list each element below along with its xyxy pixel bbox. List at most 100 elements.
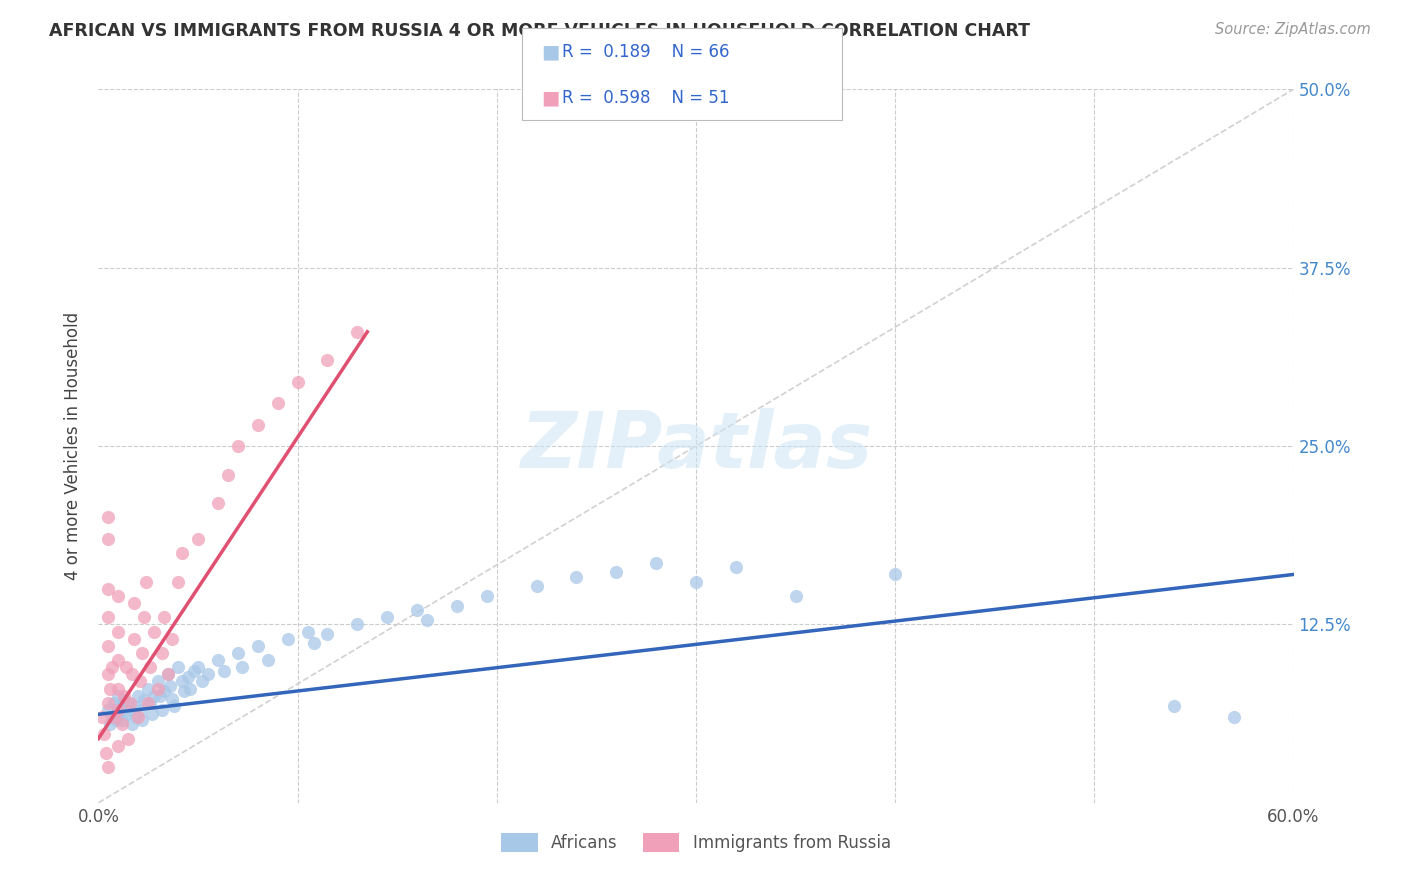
Point bbox=[93, 727, 115, 741]
Point bbox=[267, 396, 290, 410]
Point bbox=[107, 681, 129, 696]
Point bbox=[167, 574, 190, 589]
Point bbox=[153, 684, 176, 698]
Point bbox=[98, 681, 122, 696]
Point bbox=[107, 706, 129, 720]
Point bbox=[217, 467, 239, 482]
Text: ■: ■ bbox=[541, 42, 560, 62]
Point bbox=[207, 653, 229, 667]
Point bbox=[96, 746, 118, 760]
Point bbox=[115, 707, 138, 722]
Point bbox=[124, 632, 146, 646]
Point bbox=[160, 632, 183, 646]
Point bbox=[526, 579, 548, 593]
Point bbox=[115, 660, 138, 674]
Point bbox=[98, 717, 122, 731]
Point bbox=[1163, 698, 1185, 713]
Point bbox=[724, 560, 747, 574]
Point bbox=[121, 717, 143, 731]
Point bbox=[287, 375, 309, 389]
Point bbox=[141, 707, 163, 722]
Point bbox=[97, 703, 120, 717]
Point bbox=[136, 696, 159, 710]
Point bbox=[139, 660, 162, 674]
Point bbox=[172, 546, 194, 560]
Point bbox=[416, 613, 439, 627]
Point bbox=[183, 665, 205, 679]
Text: R =  0.598    N = 51: R = 0.598 N = 51 bbox=[562, 89, 730, 107]
Point bbox=[103, 696, 125, 710]
Point bbox=[157, 667, 180, 681]
Point bbox=[167, 660, 190, 674]
Point bbox=[127, 689, 149, 703]
Point bbox=[124, 698, 146, 713]
Point bbox=[246, 417, 269, 432]
Text: Source: ZipAtlas.com: Source: ZipAtlas.com bbox=[1215, 22, 1371, 37]
Legend: Africans, Immigrants from Russia: Africans, Immigrants from Russia bbox=[495, 826, 897, 859]
Point bbox=[346, 325, 368, 339]
Point bbox=[127, 710, 149, 724]
Text: R =  0.189    N = 66: R = 0.189 N = 66 bbox=[562, 43, 730, 61]
Point bbox=[226, 646, 249, 660]
Point bbox=[101, 660, 124, 674]
Y-axis label: 4 or more Vehicles in Household: 4 or more Vehicles in Household bbox=[65, 312, 83, 580]
Point bbox=[187, 532, 209, 546]
Point bbox=[191, 674, 214, 689]
Point bbox=[110, 698, 132, 713]
Point bbox=[107, 653, 129, 667]
Point bbox=[565, 570, 588, 584]
Point bbox=[97, 510, 120, 524]
Point bbox=[187, 660, 209, 674]
Point bbox=[107, 739, 129, 753]
Point bbox=[117, 696, 139, 710]
Point bbox=[97, 532, 120, 546]
Point bbox=[121, 667, 143, 681]
Text: AFRICAN VS IMMIGRANTS FROM RUSSIA 4 OR MORE VEHICLES IN HOUSEHOLD CORRELATION CH: AFRICAN VS IMMIGRANTS FROM RUSSIA 4 OR M… bbox=[49, 22, 1031, 40]
Point bbox=[134, 610, 156, 624]
Point bbox=[231, 660, 253, 674]
Point bbox=[150, 646, 173, 660]
Point bbox=[148, 681, 170, 696]
Point bbox=[97, 610, 120, 624]
Point bbox=[107, 624, 129, 639]
Point bbox=[149, 689, 172, 703]
Point bbox=[112, 689, 135, 703]
Point bbox=[316, 353, 339, 368]
Point bbox=[131, 713, 153, 727]
Point bbox=[172, 674, 194, 689]
Point bbox=[111, 713, 134, 727]
Point bbox=[124, 596, 146, 610]
Point bbox=[97, 582, 120, 596]
Point bbox=[446, 599, 468, 613]
Point bbox=[136, 681, 159, 696]
Point bbox=[112, 693, 135, 707]
Point bbox=[277, 632, 299, 646]
Point bbox=[226, 439, 249, 453]
Point bbox=[97, 760, 120, 774]
Point bbox=[316, 627, 339, 641]
Point bbox=[117, 731, 139, 746]
Point bbox=[256, 653, 278, 667]
Point bbox=[105, 713, 128, 727]
Point bbox=[153, 610, 176, 624]
Point bbox=[207, 496, 229, 510]
Point bbox=[107, 689, 129, 703]
Point bbox=[107, 589, 129, 603]
Point bbox=[297, 624, 319, 639]
Point bbox=[177, 670, 200, 684]
Point bbox=[157, 667, 180, 681]
Point bbox=[246, 639, 269, 653]
Point bbox=[1223, 710, 1246, 724]
Point bbox=[97, 639, 120, 653]
Point bbox=[785, 589, 807, 603]
Point bbox=[111, 717, 134, 731]
Point bbox=[148, 674, 170, 689]
Point bbox=[159, 679, 181, 693]
Point bbox=[160, 691, 183, 706]
Point bbox=[91, 710, 114, 724]
Point bbox=[143, 624, 166, 639]
Text: ZIPatlas: ZIPatlas bbox=[520, 408, 872, 484]
Point bbox=[212, 665, 235, 679]
Point bbox=[101, 710, 124, 724]
Point bbox=[134, 693, 156, 707]
